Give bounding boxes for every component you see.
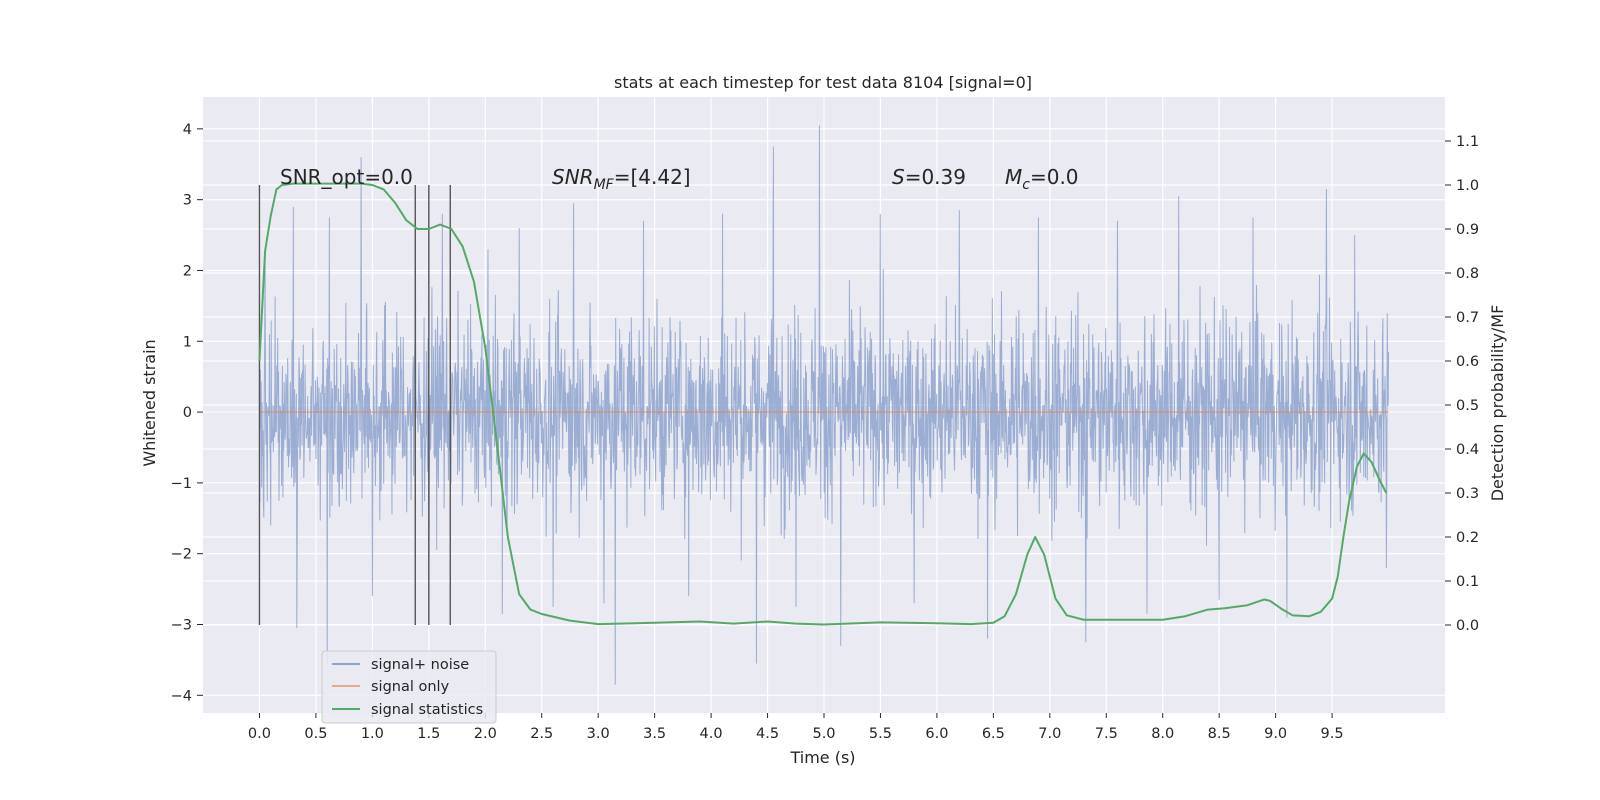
y2-tick-label: 0.5 bbox=[1456, 398, 1479, 414]
y2-tick-label: 1.0 bbox=[1456, 178, 1479, 194]
x-tick-label: 2.5 bbox=[530, 726, 553, 742]
x-tick-label: 2.0 bbox=[474, 726, 497, 742]
annotation-snr-mf-main: SNR bbox=[552, 165, 594, 189]
x-tick-label: 3.5 bbox=[643, 726, 666, 742]
x-tick-label: 5.0 bbox=[812, 726, 835, 742]
y2-tick-label: 0.4 bbox=[1456, 442, 1479, 458]
legend-label-signal-only: signal only bbox=[371, 679, 450, 695]
y-axis-label: Whitened strain bbox=[140, 339, 159, 466]
y-tick-label: −3 bbox=[171, 617, 192, 633]
y2-axis-label: Detection probability/MF bbox=[1488, 305, 1507, 502]
annotation-s: S=0.39 bbox=[892, 165, 966, 189]
annotations: SNR_opt=0.0 SNRMF=[4.42] S=0.39 Mc=0.0 bbox=[280, 165, 1079, 193]
y2-tick-label: 0.2 bbox=[1456, 530, 1479, 546]
x-tick-label: 5.5 bbox=[869, 726, 892, 742]
annotation-mc-value: =0.0 bbox=[1030, 165, 1079, 189]
y2-tick-label: 0.1 bbox=[1456, 574, 1479, 590]
x-tick-label: 7.5 bbox=[1095, 726, 1118, 742]
annotation-snr-mf-value: =[4.42] bbox=[614, 165, 691, 189]
annotation-mc: Mc=0.0 bbox=[1005, 165, 1079, 193]
x-tick-label: 1.0 bbox=[361, 726, 384, 742]
y2-tick-label: 0.6 bbox=[1456, 354, 1479, 370]
y2-tick-label: 0.3 bbox=[1456, 486, 1479, 502]
x-tick-label: 0.5 bbox=[304, 726, 327, 742]
legend-label-signal-noise: signal+ noise bbox=[371, 657, 469, 673]
signal-noise-line bbox=[258, 125, 1390, 685]
x-tick-label: 9.5 bbox=[1321, 726, 1344, 742]
y-tick-label: 2 bbox=[183, 263, 192, 279]
y-tick-label: 1 bbox=[183, 334, 192, 350]
x-tick-label: 4.5 bbox=[756, 726, 779, 742]
signal-statistics-line bbox=[258, 182, 1388, 626]
x-tick-label: 8.0 bbox=[1151, 726, 1174, 742]
x-tick-label: 3.0 bbox=[587, 726, 610, 742]
annotation-snr-opt: SNR_opt=0.0 bbox=[280, 165, 413, 189]
series-signal-noise bbox=[258, 125, 1390, 685]
legend-label-signal-statistics: signal statistics bbox=[371, 702, 483, 718]
y2-tick-label: 0.8 bbox=[1456, 266, 1479, 282]
x-tick-label: 9.0 bbox=[1264, 726, 1287, 742]
y-tick-label: 3 bbox=[183, 193, 192, 209]
x-tick-label: 1.5 bbox=[417, 726, 440, 742]
vertical-markers bbox=[258, 185, 451, 625]
x-tick-label: 6.5 bbox=[982, 726, 1005, 742]
legend-box bbox=[321, 650, 497, 724]
y2-tick-label: 0.0 bbox=[1456, 618, 1479, 634]
y-tick-label: 0 bbox=[183, 405, 192, 421]
x-tick-label: 6.0 bbox=[925, 726, 948, 742]
series-signal-statistics bbox=[258, 182, 1388, 626]
chart-title: stats at each timestep for test data 810… bbox=[614, 73, 1032, 92]
y-tick-label: 4 bbox=[183, 122, 192, 138]
annotation-mc-sub: c bbox=[1022, 177, 1030, 193]
y2-tick-label: 0.9 bbox=[1456, 222, 1479, 238]
y-tick-label: −1 bbox=[171, 476, 192, 492]
y-tick-label: −2 bbox=[171, 547, 192, 563]
annotation-snr-mf: SNRMF=[4.42] bbox=[552, 165, 691, 193]
x-tick-label: 0.0 bbox=[248, 726, 271, 742]
y2-tick-label: 1.1 bbox=[1456, 134, 1479, 150]
annotation-s-main: S bbox=[892, 165, 905, 189]
x-tick-label: 7.0 bbox=[1038, 726, 1061, 742]
x-axis-label: Time (s) bbox=[789, 748, 855, 767]
annotation-mc-main: M bbox=[1005, 165, 1022, 189]
x-tick-label: 8.5 bbox=[1208, 726, 1231, 742]
x-tick-label: 4.0 bbox=[700, 726, 723, 742]
legend: signal+ noise signal only signal statist… bbox=[321, 650, 497, 724]
annotation-s-value: =0.39 bbox=[905, 165, 966, 189]
axis-ticks: 0.0 0.5 1.0 1.5 2.0 2.5 3.0 3.5 4.0 4.5 5.0 5.5 6.0 6… bbox=[171, 122, 1479, 742]
y2-tick-label: 0.7 bbox=[1456, 310, 1479, 326]
annotation-snr-mf-sub: MF bbox=[594, 177, 615, 193]
y-tick-label: −4 bbox=[171, 688, 192, 704]
